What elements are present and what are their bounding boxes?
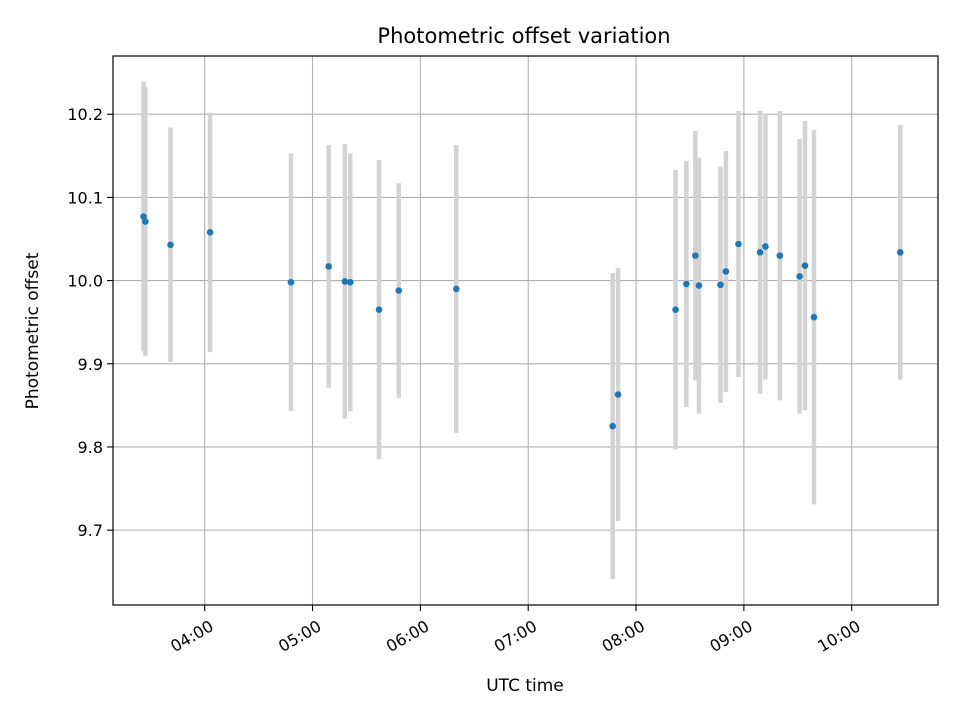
data-point <box>722 268 730 275</box>
data-point <box>395 287 403 294</box>
data-point <box>609 422 616 430</box>
x-tick-label: 04:00 <box>167 616 216 656</box>
y-tick-label: 10.1 <box>67 188 103 207</box>
data-point <box>695 282 703 289</box>
y-axis-ticks: 9.7 9.8 9.9 10.0 10.1 10.2 <box>67 105 113 540</box>
data-point <box>735 240 742 248</box>
data-point <box>375 306 383 314</box>
data-points <box>140 213 904 430</box>
errorbars <box>141 81 903 580</box>
data-point <box>672 306 679 314</box>
plot-frame <box>112 55 939 606</box>
data-point <box>756 249 764 256</box>
data-point <box>776 252 784 259</box>
y-tick-label: 9.7 <box>78 521 103 540</box>
data-point <box>140 213 147 220</box>
y-tick-label: 9.8 <box>78 438 103 457</box>
data-point <box>167 241 174 249</box>
data-point <box>287 278 295 286</box>
data-point <box>717 281 724 289</box>
data-point <box>341 278 349 285</box>
data-point <box>796 273 803 280</box>
y-tick-label: 9.9 <box>78 355 103 374</box>
y-axis-label: Photometric offset <box>23 252 43 409</box>
data-point <box>206 229 214 236</box>
data-point <box>453 285 460 293</box>
chart-title: Photometric offset variation <box>377 24 670 48</box>
y-tick-label: 10.2 <box>67 105 103 124</box>
data-point <box>614 391 622 398</box>
x-tick-label: 10:00 <box>814 616 863 656</box>
x-tick-label: 06:00 <box>383 616 432 656</box>
data-point <box>142 218 149 225</box>
data-point <box>346 278 354 286</box>
x-tick-label: 08:00 <box>599 616 648 656</box>
data-point <box>683 280 690 288</box>
x-axis-label: UTC time <box>486 676 564 696</box>
x-tick-label: 09:00 <box>706 616 755 656</box>
x-tick-label: 05:00 <box>275 616 324 656</box>
data-point <box>762 243 769 250</box>
data-point <box>325 263 332 270</box>
data-point <box>801 262 809 269</box>
data-point <box>692 252 699 259</box>
x-tick-label: 07:00 <box>491 616 540 656</box>
data-point <box>810 313 818 321</box>
data-point <box>896 249 904 256</box>
x-axis-ticks: 04:00 05:00 06:00 07:00 08:00 09:00 10:00 <box>167 605 864 656</box>
y-tick-label: 10.0 <box>67 272 103 291</box>
